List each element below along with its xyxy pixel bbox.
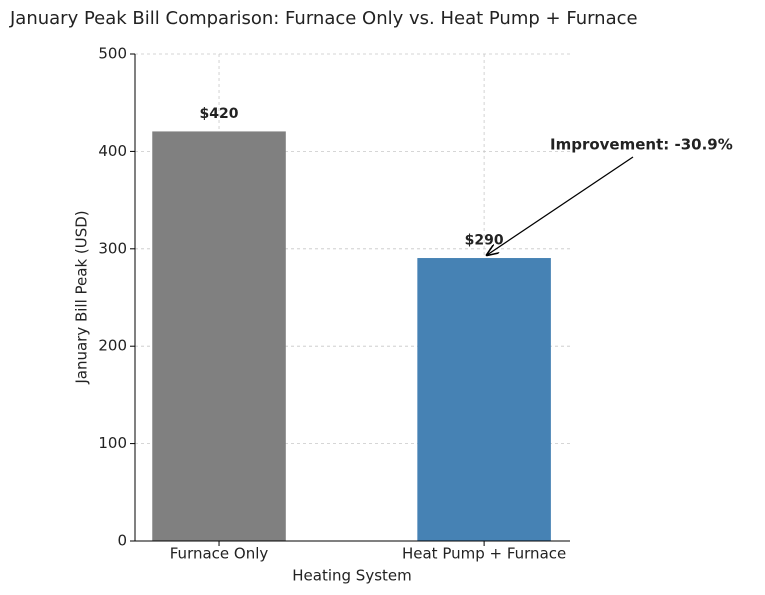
x-axis-label: Heating System bbox=[292, 567, 411, 585]
chart-title: January Peak Bill Comparison: Furnace On… bbox=[9, 8, 638, 29]
plot-area: 0 100 200 300 400 500 $420 Furnace Only $290 Heat… bbox=[98, 45, 570, 563]
y-tick-label: 100 bbox=[98, 434, 127, 452]
y-tick-label: 500 bbox=[98, 45, 127, 63]
y-tick-label: 200 bbox=[98, 337, 127, 355]
y-axis-label: January Bill Peak (USD) bbox=[73, 210, 91, 384]
x-tick-label: Furnace Only bbox=[170, 545, 269, 563]
y-tick-label: 300 bbox=[98, 239, 127, 257]
y-tick-label: 400 bbox=[98, 142, 127, 160]
data-label: $420 bbox=[200, 106, 239, 122]
y-tick-label: 0 bbox=[117, 532, 127, 550]
bar bbox=[152, 131, 286, 542]
bar bbox=[417, 258, 551, 542]
annotation: Improvement: -30.9% bbox=[550, 136, 733, 154]
x-tick-label: Heat Pump + Furnace bbox=[402, 545, 566, 563]
data-label: $290 bbox=[465, 233, 504, 249]
annotation-arrow bbox=[487, 156, 634, 255]
